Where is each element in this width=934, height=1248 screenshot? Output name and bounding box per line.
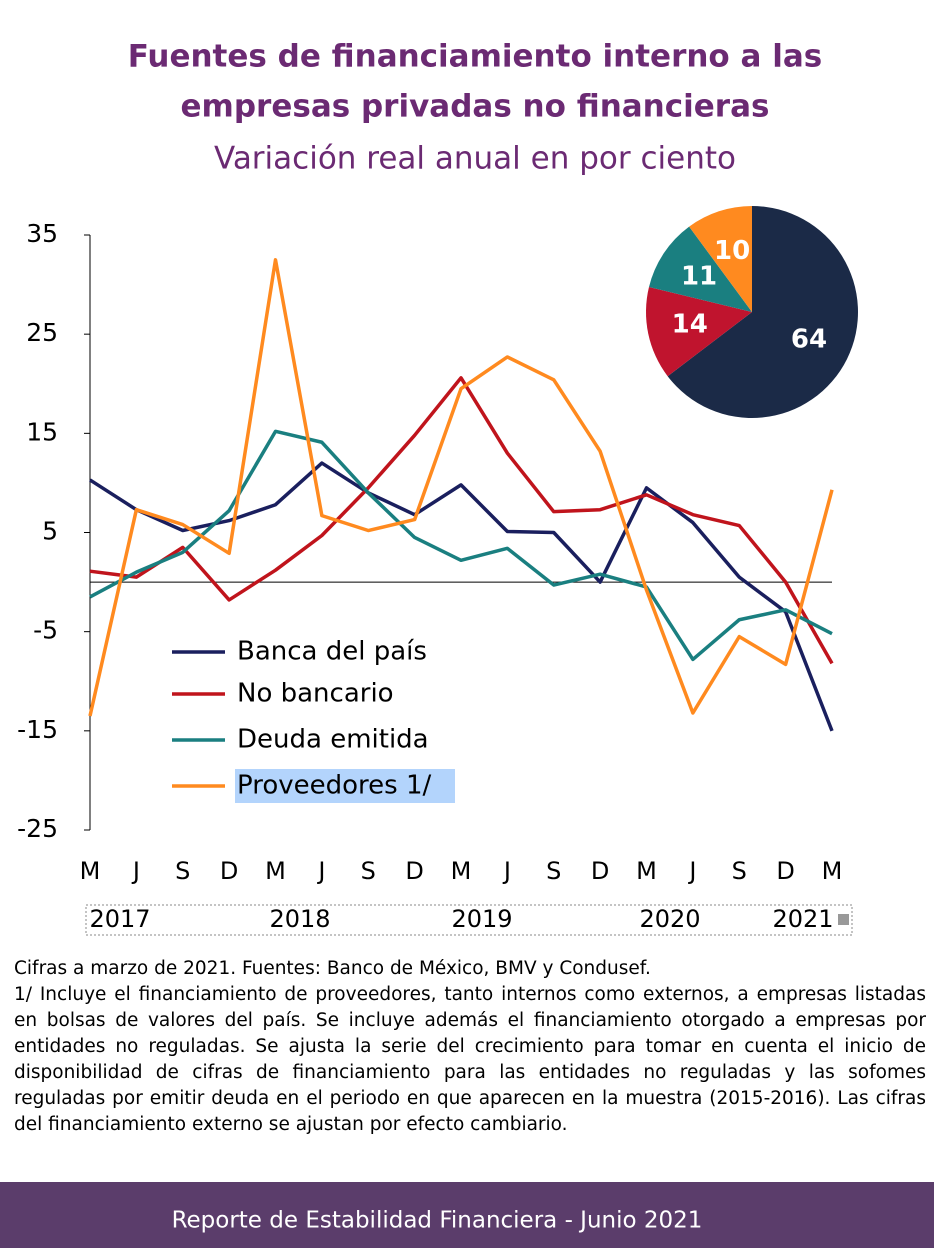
x-tick-label: D — [405, 857, 423, 885]
legend-label: Deuda emitida — [237, 725, 429, 755]
x-tick-label: J — [687, 857, 696, 885]
y-tick-label: 5 — [42, 517, 58, 546]
chart-subtitle: Variación real anual en por ciento — [214, 141, 736, 177]
x-tick-label: D — [776, 857, 794, 885]
note: Cifras a marzo de 2021. Fuentes: Banco d… — [14, 958, 651, 979]
series-line — [88, 258, 834, 717]
pie-slice — [667, 206, 858, 418]
series-line — [89, 429, 833, 662]
footer-text: Reporte de Estabilidad Financiera - Juni… — [172, 1208, 703, 1234]
x-tick-label: J — [131, 857, 140, 885]
y-tick-label: 15 — [26, 417, 58, 446]
series-line — [89, 461, 834, 732]
x-tick-label: D — [220, 857, 238, 885]
legend-label: Banca del país — [237, 637, 427, 667]
legend-label: No bancario — [237, 679, 394, 709]
x-tick-label: M — [822, 857, 843, 885]
chart-title: Fuentes de financiamiento interno a las — [128, 39, 822, 75]
year-box — [85, 904, 853, 936]
pie-slice — [646, 287, 752, 377]
year-label: 2017 — [89, 905, 150, 933]
year-label: 2020 — [639, 905, 700, 933]
pie-label: 10 — [714, 236, 750, 266]
x-tick-label: S — [361, 857, 376, 885]
pie-label: 14 — [672, 310, 708, 340]
x-tick-label: M — [451, 857, 472, 885]
pie-slice — [689, 206, 752, 312]
selection-highlight — [235, 769, 455, 803]
pie-slice — [648, 226, 752, 312]
x-tick-label: S — [546, 857, 561, 885]
note: 1/ Incluye el financiamiento de proveedo… — [14, 984, 926, 1135]
pie-label: 11 — [681, 261, 717, 291]
y-tick-label: 25 — [26, 318, 58, 347]
x-tick-label: M — [80, 857, 101, 885]
y-tick-label: -15 — [17, 715, 58, 744]
legend-label: Proveedores 1/ — [237, 771, 432, 801]
year-label: 2019 — [451, 905, 512, 933]
pie-label: 64 — [791, 325, 827, 355]
x-tick-label: S — [732, 857, 747, 885]
y-tick-label: -25 — [17, 814, 58, 843]
year-label: 2021 — [772, 905, 833, 933]
x-tick-label: J — [316, 857, 325, 885]
chart-title: empresas privadas no financieras — [181, 89, 770, 125]
x-tick-label: D — [591, 857, 609, 885]
x-tick-label: S — [175, 857, 190, 885]
year-label: 2018 — [269, 905, 330, 933]
footer-band — [0, 1182, 934, 1248]
x-tick-label: M — [265, 857, 286, 885]
y-tick-label: -5 — [33, 616, 58, 645]
series-line — [89, 376, 834, 665]
dropdown-icon — [838, 914, 849, 925]
x-tick-label: M — [636, 857, 657, 885]
y-tick-label: 35 — [26, 219, 58, 248]
x-tick-label: J — [502, 857, 511, 885]
notes: Cifras a marzo de 2021. Fuentes: Banco d… — [14, 956, 926, 1138]
